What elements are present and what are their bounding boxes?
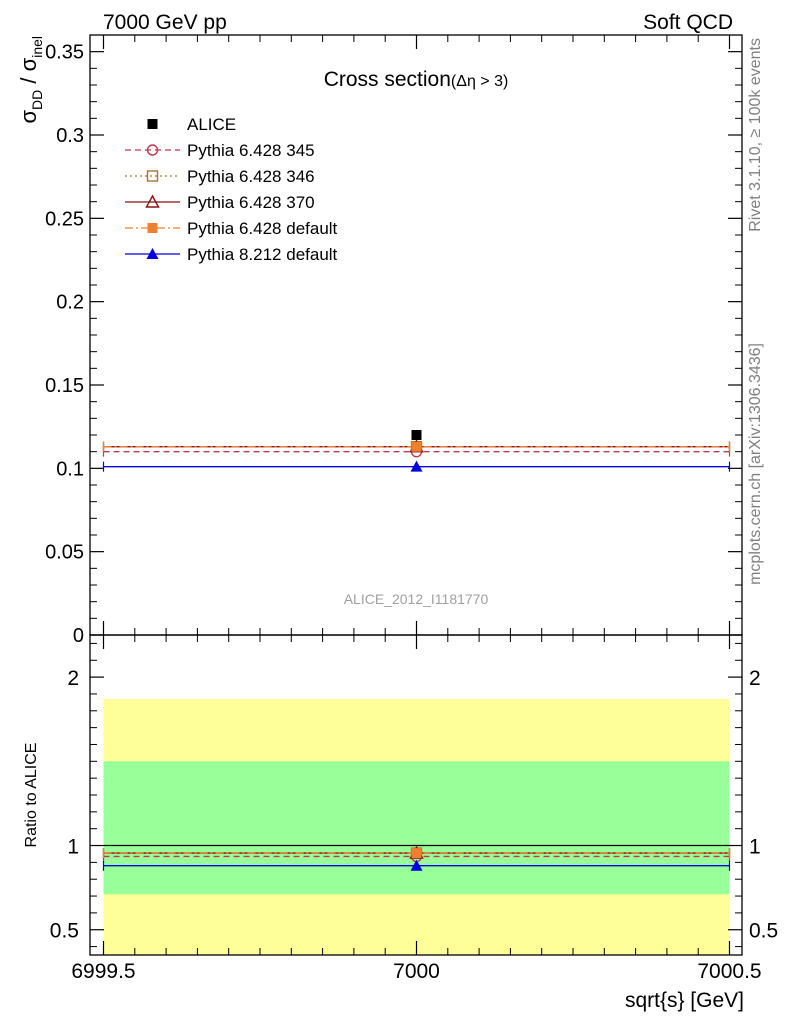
y-tick-label: 0.35 <box>45 42 84 64</box>
ratio-bands <box>103 699 730 955</box>
ratio-ticks: 0.5 0.5 1 1 2 2 6999.5 7000 7000.5 <box>50 635 778 983</box>
main-ticks: 0 0.05 0.1 0.15 0.2 0.25 0.3 0.35 <box>45 35 742 647</box>
main-series <box>102 430 731 472</box>
y-tick-label: 0.2 <box>56 292 84 314</box>
legend-label-pythia-8-212-default: Pythia 8.212 default <box>187 245 338 264</box>
ratio-y-tick-label: 2 <box>67 667 79 690</box>
ylabel-sub-dd: DD <box>29 90 45 110</box>
legend-label-pythia-6-428-345: Pythia 6.428 345 <box>187 141 315 160</box>
analysis-id: ALICE_2012_I1181770 <box>344 591 489 607</box>
ratio-frame <box>89 634 743 956</box>
point-pythia-6-428-default <box>411 441 422 452</box>
y-tick-label: 0.1 <box>56 458 84 480</box>
ratio-point-pythia-6-428-default <box>411 848 422 859</box>
main-y-axis-label: σDD / σinel <box>16 36 45 124</box>
plot-title-suffix: (Δη > 3) <box>451 73 508 90</box>
point-pythia-8-212-default <box>410 460 423 472</box>
ylabel-slash: / <box>16 71 41 89</box>
ratio-y-tick-label: 0.5 <box>50 920 79 943</box>
x-tick-label: 7000.5 <box>697 960 761 983</box>
ylabel-sub-inel: inel <box>29 36 45 58</box>
plot-title-text: Cross section <box>324 68 451 91</box>
x-tick-label: 6999.5 <box>71 960 135 983</box>
y-tick-label: 0.15 <box>45 375 84 397</box>
plot-title: Cross section(Δη > 3) <box>324 68 509 91</box>
legend-marker-alice <box>147 119 158 129</box>
legend-label-alice: ALICE <box>187 115 236 134</box>
legend-label-pythia-6-428-346: Pythia 6.428 346 <box>187 167 315 186</box>
ratio-y-axis-label: Ratio to ALICE <box>23 743 40 848</box>
band-1-sigma <box>103 761 730 895</box>
rivet-label: Rivet 3.1.10, ≥ 100k events <box>747 38 764 232</box>
legend: ALICE Pythia 6.428 345 Pythia 6.428 346 Pyt… <box>125 115 338 264</box>
beam-label: 7000 GeV pp <box>103 11 227 34</box>
ratio-panel: 0.5 0.5 1 1 2 2 6999.5 7000 7000.5 Ratio to ALIC… <box>23 634 778 1012</box>
ylabel-sigma-1: σ <box>16 110 41 124</box>
y-tick-label: 0.25 <box>45 208 84 230</box>
ratio-y-tick-label-right: 2 <box>749 667 761 690</box>
ylabel-sigma-2: σ <box>16 57 41 71</box>
ratio-y-tick-label-right: 0.5 <box>749 920 778 943</box>
ratio-y-tick-label-right: 1 <box>749 836 761 859</box>
mcplots-label: mcplots.cern.ch [arXiv:1306.3436] <box>747 343 764 585</box>
y-tick-label: 0.3 <box>56 125 84 147</box>
x-tick-label: 7000 <box>393 960 440 983</box>
legend-label-pythia-6-428-370: Pythia 6.428 370 <box>187 193 315 212</box>
legend-marker-pythia-8-212-default <box>146 248 159 259</box>
ratio-point-pythia-8-212-default <box>410 859 423 871</box>
legend-marker-pythia-6-428-370 <box>145 194 160 208</box>
main-panel: 0 0.05 0.1 0.15 0.2 0.25 0.3 0.35 Cross section… <box>16 34 743 647</box>
y-tick-label: 0 <box>73 625 84 647</box>
legend-label-pythia-6-428-default: Pythia 6.428 default <box>187 219 338 238</box>
legend-marker-pythia-6-428-default <box>147 223 158 233</box>
ratio-y-tick-label: 1 <box>67 836 79 859</box>
point-alice <box>411 430 422 440</box>
ratio-series <box>102 845 731 871</box>
y-tick-label: 0.05 <box>45 542 84 564</box>
legend-marker-pythia-6-428-345 <box>146 144 159 156</box>
x-axis-label: sqrt{s} [GeV] <box>625 989 744 1012</box>
legend-marker-pythia-6-428-346 <box>146 170 159 182</box>
process-label: Soft QCD <box>643 11 733 34</box>
